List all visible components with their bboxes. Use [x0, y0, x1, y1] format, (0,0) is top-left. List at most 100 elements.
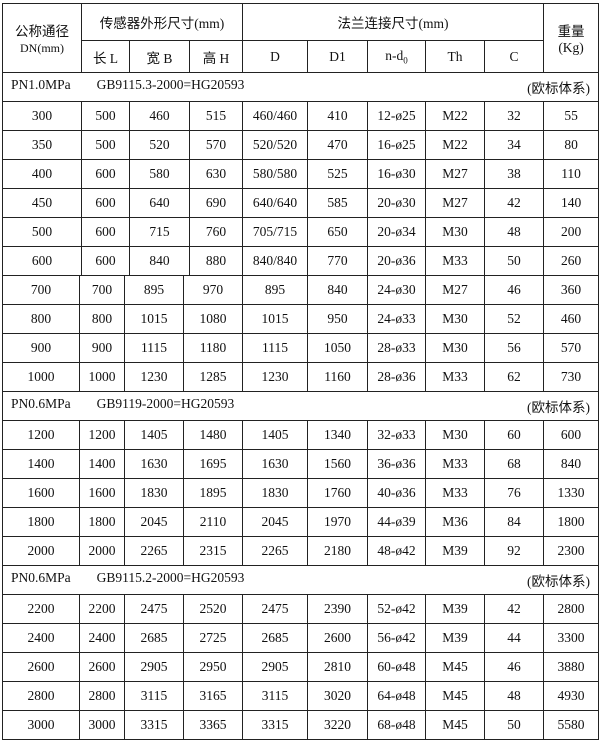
cell-weight: 110 — [543, 159, 600, 189]
cell-weight: 200 — [543, 217, 600, 247]
cell-n-d0: 20-ø36 — [367, 246, 427, 276]
cell-width: 840 — [129, 246, 190, 276]
cell-n-d0: 44-ø39 — [367, 506, 426, 537]
cell-weight: 260 — [543, 246, 600, 276]
cell-length: 500 — [81, 101, 130, 131]
pressure-group-header: PN0.6MPa GB9115.2-2000=HG20593 (欧标体系) — [2, 564, 599, 595]
cell-dn: 1400 — [2, 448, 80, 479]
cell-height: 3165 — [183, 680, 243, 711]
cell-height: 570 — [188, 130, 244, 160]
header-col-height: 高 H — [188, 40, 244, 73]
cell-weight: 80 — [543, 130, 600, 160]
cell-height: 1285 — [183, 361, 243, 392]
cell-dn: 300 — [2, 101, 82, 131]
cell-n-d0: 20-ø34 — [367, 217, 427, 247]
cell-dn: 800 — [2, 303, 80, 334]
cell-th: M33 — [425, 448, 485, 479]
table-block: 700 700 895 970 895 840 24-ø30 M27 46 360 800 800 10… — [2, 274, 599, 740]
cell-weight: 4930 — [543, 680, 599, 711]
subscript: 0 — [403, 55, 408, 66]
cell-c: 60 — [484, 419, 544, 450]
cell-n-d0: 36-ø36 — [367, 448, 426, 479]
cell-d: 1830 — [242, 477, 308, 508]
table-row: 1000 1000 1230 1285 1230 1160 28-ø36 M33 62 730 — [2, 361, 599, 392]
cell-width: 2045 — [124, 506, 184, 537]
cell-dn: 1000 — [2, 361, 80, 392]
cell-n-d0: 16-ø25 — [367, 130, 427, 160]
pressure-group-header: PN1.0MPa GB9115.3-2000=HG20593 (欧标体系) — [1, 72, 600, 102]
cell-th: M39 — [425, 535, 485, 566]
cell-width: 715 — [129, 217, 190, 247]
cell-length: 2600 — [79, 651, 125, 682]
cell-d: 2905 — [242, 651, 308, 682]
header-col-label: C — [509, 48, 519, 64]
cell-width: 1015 — [124, 303, 184, 334]
table-row: 450 600 640 690 640/640 585 20-ø30 M27 42 140 — [2, 188, 600, 218]
header-col-label: D1 — [329, 48, 346, 64]
cell-dn: 700 — [2, 274, 80, 305]
cell-width: 1830 — [124, 477, 184, 508]
cell-height: 515 — [188, 101, 244, 131]
cell-d1: 1970 — [307, 506, 368, 537]
cell-weight: 460 — [543, 303, 599, 334]
cell-d1: 1560 — [307, 448, 368, 479]
cell-d: 1405 — [242, 419, 308, 450]
header-col-length: 长 L — [81, 40, 130, 73]
cell-height: 1480 — [183, 419, 243, 450]
cell-dn: 600 — [2, 246, 82, 276]
dn-unit: DN(mm) — [20, 41, 64, 55]
cell-th: M30 — [425, 303, 485, 334]
table-row: 1200 1200 1405 1480 1405 1340 32-ø33 M30 60 600 — [2, 419, 599, 450]
cell-th: M39 — [425, 622, 485, 653]
cell-c: 38 — [484, 159, 545, 189]
table-row: 350 500 520 570 520/520 470 16-ø25 M22 34 80 — [2, 130, 600, 160]
cell-width: 2685 — [124, 622, 184, 653]
cell-dn: 2400 — [2, 622, 80, 653]
standard-system: (欧标体系) — [527, 81, 591, 96]
cell-weight: 3300 — [543, 622, 599, 653]
table-row: 500 600 715 760 705/715 650 20-ø34 M30 48 200 — [2, 217, 600, 247]
cell-c: 84 — [484, 506, 544, 537]
table-row: 2400 2400 2685 2725 2685 2600 56-ø42 M39 44 3300 — [2, 622, 599, 653]
cell-height: 1695 — [183, 448, 243, 479]
cell-th: M30 — [425, 332, 485, 363]
cell-dn: 1600 — [2, 477, 80, 508]
cell-height: 630 — [188, 159, 244, 189]
cell-c: 46 — [484, 274, 544, 305]
cell-length: 1200 — [79, 419, 125, 450]
cell-d1: 3220 — [307, 709, 368, 740]
table-row: 700 700 895 970 895 840 24-ø30 M27 46 360 — [2, 274, 599, 305]
cell-c: 50 — [484, 246, 545, 276]
cell-n-d0: 40-ø36 — [367, 477, 426, 508]
cell-n-d0: 12-ø25 — [367, 101, 427, 131]
cell-width: 2265 — [124, 535, 184, 566]
pressure-group-row: PN0.6MPa GB9119-2000=HG20593 (欧标体系) — [2, 390, 599, 421]
cell-d: 1230 — [242, 361, 308, 392]
cell-weight: 730 — [543, 361, 599, 392]
pressure-group-header: PN0.6MPa GB9119-2000=HG20593 (欧标体系) — [2, 390, 599, 421]
cell-weight: 2300 — [543, 535, 599, 566]
cell-length: 1800 — [79, 506, 125, 537]
cell-d: 705/715 — [242, 217, 309, 247]
cell-width: 460 — [129, 101, 190, 131]
table-row: 2200 2200 2475 2520 2475 2390 52-ø42 M39 42 2800 — [2, 593, 599, 624]
cell-c: 42 — [484, 188, 545, 218]
cell-c: 92 — [484, 535, 544, 566]
cell-height: 970 — [183, 274, 243, 305]
cell-width: 640 — [129, 188, 190, 218]
cell-weight: 600 — [543, 419, 599, 450]
header-col-label: Th — [447, 48, 463, 64]
cell-height: 2725 — [183, 622, 243, 653]
cell-d1: 2180 — [307, 535, 368, 566]
standard-system: (欧标体系) — [527, 399, 590, 415]
pressure-rating: PN0.6MPa — [11, 569, 71, 585]
header-subrow: 长 L 宽 B 高 H D D1 n-d0 Th C — [3, 40, 599, 73]
header-col-width: 宽 B — [129, 40, 190, 73]
cell-d1: 2810 — [307, 651, 368, 682]
cell-d1: 950 — [307, 303, 368, 334]
cell-d: 2685 — [242, 622, 308, 653]
cell-d: 2045 — [242, 506, 308, 537]
table-row: 800 800 1015 1080 1015 950 24-ø33 M30 52 460 — [2, 303, 599, 334]
cell-d: 1115 — [242, 332, 308, 363]
cell-th: M27 — [425, 159, 486, 189]
